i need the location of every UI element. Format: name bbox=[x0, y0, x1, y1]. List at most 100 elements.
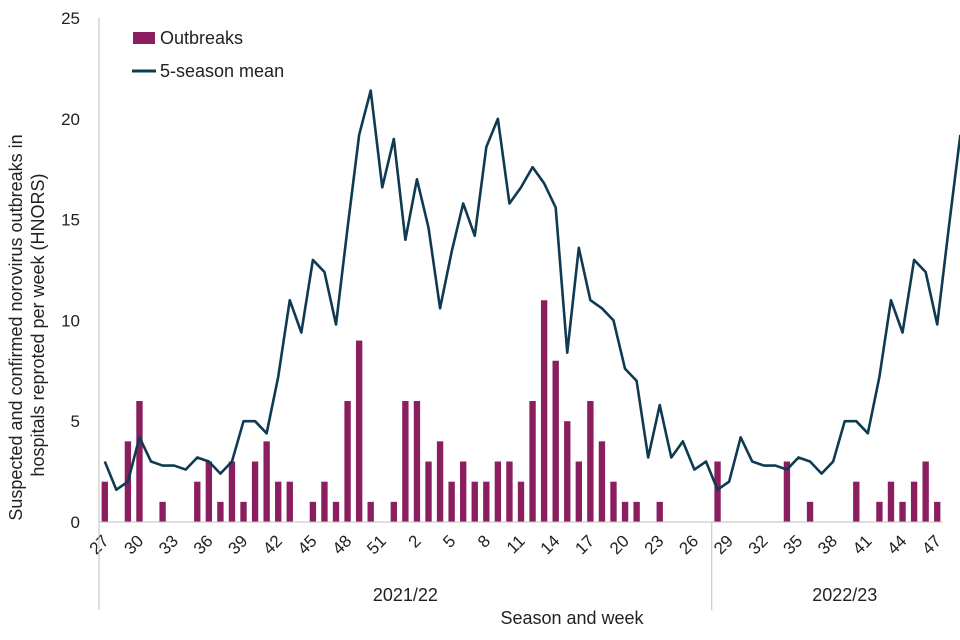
season-labels: 2021/22 2022/23 bbox=[98, 522, 877, 610]
outbreak-bar bbox=[136, 401, 143, 522]
outbreak-bar bbox=[494, 461, 502, 522]
outbreak-bar bbox=[344, 401, 351, 522]
outbreak-bar bbox=[355, 340, 363, 522]
x-tick-label: 30 bbox=[120, 531, 147, 558]
outbreak-bar bbox=[806, 501, 814, 522]
outbreak-bar bbox=[205, 461, 213, 522]
outbreak-bar bbox=[564, 421, 571, 522]
outbreak-bar bbox=[309, 501, 317, 522]
outbreak-bar bbox=[240, 501, 247, 522]
outbreak-bar bbox=[621, 501, 629, 522]
y-axis-title-line-2: hospitals reproted per week (HNORS) bbox=[28, 173, 48, 476]
outbreak-bar bbox=[367, 501, 374, 522]
outbreak-bar bbox=[263, 441, 270, 522]
outbreak-bar bbox=[610, 481, 617, 522]
outbreak-bar bbox=[425, 461, 432, 522]
x-tick-label: 32 bbox=[745, 531, 772, 558]
outbreak-bar bbox=[529, 401, 536, 522]
x-tick-label: 14 bbox=[537, 531, 564, 558]
outbreak-bar bbox=[575, 461, 582, 522]
x-tick-label: 47 bbox=[918, 531, 945, 558]
outbreak-bar bbox=[483, 481, 490, 522]
outbreak-bar bbox=[251, 461, 259, 522]
outbreak-bars bbox=[101, 300, 941, 522]
outbreak-bar bbox=[413, 401, 421, 522]
outbreak-bar bbox=[552, 360, 559, 522]
outbreak-bar bbox=[517, 481, 525, 522]
outbreak-bar bbox=[159, 501, 166, 522]
x-tick-label: 5 bbox=[439, 531, 459, 551]
outbreak-bar bbox=[587, 401, 594, 522]
axes bbox=[98, 18, 943, 523]
outbreak-bar bbox=[402, 401, 409, 522]
svg-text:Suspected and confirmed norovi: Suspected and confirmed norovirus outbre… bbox=[6, 129, 48, 520]
outbreak-bar bbox=[332, 501, 340, 522]
outbreak-bar bbox=[390, 501, 397, 522]
outbreak-bar bbox=[783, 461, 791, 522]
outbreak-bar bbox=[656, 501, 663, 522]
y-tick-label: 25 bbox=[61, 9, 80, 28]
x-tick-label: 8 bbox=[474, 531, 494, 551]
y-tick-label: 5 bbox=[71, 412, 80, 431]
x-tick-label: 26 bbox=[675, 531, 702, 558]
x-tick-label: 44 bbox=[884, 531, 911, 558]
outbreak-bar bbox=[887, 481, 895, 522]
x-tick-label: 38 bbox=[814, 531, 841, 558]
five-season-mean-line bbox=[103, 89, 960, 492]
x-tick-label: 29 bbox=[710, 531, 737, 558]
x-tick-label: 48 bbox=[329, 531, 356, 558]
x-tick-label: 42 bbox=[259, 531, 286, 558]
x-tick-labels: 27 30 33 36 39 42 45 48 51 2 5 8 11 14 17 20 23 26 29 32 35 3… bbox=[86, 531, 945, 558]
outbreak-bar bbox=[633, 501, 640, 522]
x-tick-label: 51 bbox=[363, 531, 390, 558]
x-tick-label: 45 bbox=[294, 531, 321, 558]
x-tick-label: 2 bbox=[405, 531, 425, 551]
x-tick-label: 17 bbox=[571, 531, 598, 558]
x-tick-label: 11 bbox=[503, 531, 529, 557]
legend: Outbreaks 5-season mean bbox=[132, 28, 284, 81]
y-tick-label: 20 bbox=[61, 110, 80, 129]
legend-mean-label: 5-season mean bbox=[160, 61, 284, 81]
x-tick-label: 39 bbox=[225, 531, 252, 558]
mean-line bbox=[103, 89, 960, 492]
outbreak-bar bbox=[194, 481, 201, 522]
x-tick-label: 33 bbox=[155, 531, 182, 558]
x-tick-label: 20 bbox=[606, 531, 633, 558]
outbreak-bar bbox=[275, 481, 282, 522]
outbreak-bar bbox=[540, 300, 548, 522]
outbreak-bar bbox=[506, 461, 513, 522]
y-axis-title-line-1: Suspected and confirmed norovirus outbre… bbox=[6, 134, 26, 520]
y-tick-label: 0 bbox=[71, 513, 80, 532]
outbreak-bar bbox=[448, 481, 455, 522]
x-tick-label: 36 bbox=[190, 531, 217, 558]
x-axis-title: Season and week bbox=[500, 608, 644, 628]
outbreak-bar bbox=[228, 461, 236, 522]
outbreak-bar bbox=[922, 461, 929, 522]
x-tick-label: 41 bbox=[849, 531, 876, 558]
x-tick-label: 23 bbox=[641, 531, 668, 558]
y-tick-label: 15 bbox=[61, 211, 80, 230]
y-axis-title: Suspected and confirmed norovirus outbre… bbox=[6, 129, 48, 520]
outbreak-bar bbox=[436, 441, 444, 522]
outbreak-bar bbox=[934, 501, 941, 522]
outbreak-bar bbox=[101, 481, 108, 522]
outbreak-bar bbox=[876, 501, 883, 522]
outbreak-bar bbox=[598, 441, 606, 522]
outbreak-bar bbox=[460, 461, 467, 522]
season-label: 2022/23 bbox=[812, 585, 877, 605]
outbreak-bar bbox=[471, 481, 478, 522]
outbreak-bar bbox=[286, 481, 293, 522]
legend-outbreaks-label: Outbreaks bbox=[160, 28, 243, 48]
y-tick-label: 10 bbox=[61, 311, 80, 330]
season-label: 2021/22 bbox=[373, 585, 438, 605]
outbreak-bar bbox=[714, 461, 721, 522]
outbreak-bar bbox=[853, 481, 860, 522]
outbreak-bar bbox=[217, 501, 224, 522]
y-tick-labels: 0 5 10 15 20 25 bbox=[61, 9, 80, 532]
outbreak-bar bbox=[899, 501, 906, 522]
outbreak-bar bbox=[910, 481, 918, 522]
x-tick-label: 35 bbox=[779, 531, 806, 558]
outbreak-bar bbox=[321, 481, 328, 522]
legend-outbreaks-swatch bbox=[133, 32, 155, 44]
